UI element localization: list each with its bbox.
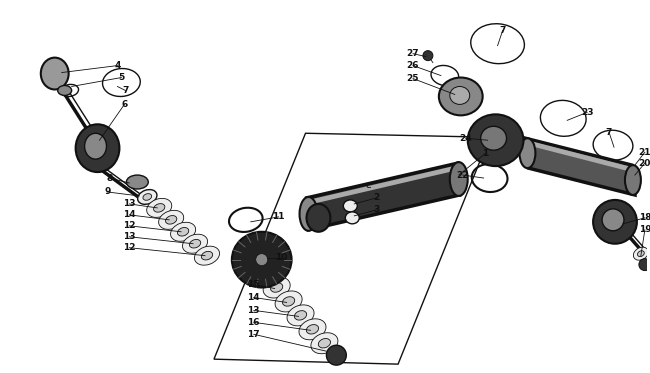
Ellipse shape [84, 133, 107, 159]
Text: 16: 16 [248, 318, 260, 327]
Ellipse shape [311, 333, 338, 354]
Text: 4: 4 [114, 61, 121, 70]
Text: 23: 23 [581, 108, 593, 117]
Ellipse shape [480, 126, 506, 150]
Text: 21: 21 [638, 148, 650, 157]
Text: 13: 13 [123, 232, 136, 241]
Text: 7: 7 [499, 26, 506, 35]
Text: 13: 13 [248, 306, 260, 315]
Polygon shape [525, 138, 635, 195]
Ellipse shape [166, 216, 177, 224]
Text: 24: 24 [460, 134, 472, 143]
Ellipse shape [232, 232, 292, 288]
Text: 12: 12 [123, 221, 136, 230]
Ellipse shape [183, 234, 207, 253]
Ellipse shape [275, 291, 302, 312]
Text: 10: 10 [276, 253, 288, 262]
Ellipse shape [58, 85, 72, 95]
Ellipse shape [307, 204, 330, 232]
Text: 22: 22 [456, 170, 469, 179]
Text: 7: 7 [606, 128, 612, 137]
Ellipse shape [255, 254, 268, 266]
Ellipse shape [593, 200, 637, 244]
Ellipse shape [306, 325, 318, 334]
Ellipse shape [263, 277, 290, 298]
Polygon shape [527, 140, 632, 172]
Text: 15: 15 [248, 280, 260, 289]
Text: 3: 3 [373, 206, 380, 214]
Ellipse shape [318, 339, 330, 348]
Ellipse shape [300, 197, 317, 231]
Text: 6: 6 [122, 100, 127, 109]
Ellipse shape [345, 212, 359, 224]
Ellipse shape [519, 138, 536, 168]
Ellipse shape [177, 228, 188, 236]
Ellipse shape [159, 210, 184, 229]
Ellipse shape [126, 175, 148, 189]
Ellipse shape [423, 51, 433, 61]
Ellipse shape [270, 283, 283, 292]
Text: 12: 12 [123, 243, 136, 252]
Ellipse shape [189, 239, 201, 248]
Ellipse shape [633, 247, 649, 260]
Ellipse shape [194, 246, 220, 265]
Ellipse shape [153, 204, 165, 212]
Ellipse shape [287, 305, 314, 326]
Ellipse shape [75, 124, 120, 172]
Ellipse shape [343, 200, 358, 212]
Ellipse shape [638, 251, 644, 257]
Text: 13: 13 [123, 200, 136, 209]
Text: 2: 2 [373, 194, 380, 203]
Ellipse shape [138, 189, 157, 204]
Ellipse shape [326, 345, 346, 365]
Text: 1: 1 [482, 149, 489, 158]
Text: 8: 8 [107, 173, 112, 182]
Text: 11: 11 [272, 212, 285, 221]
Ellipse shape [439, 78, 483, 115]
Text: 17: 17 [248, 330, 260, 339]
Ellipse shape [294, 311, 307, 320]
Text: 20: 20 [639, 159, 650, 167]
Text: 25: 25 [407, 74, 419, 83]
Polygon shape [309, 165, 458, 205]
Ellipse shape [450, 87, 470, 104]
Text: 14: 14 [248, 293, 260, 302]
Ellipse shape [468, 115, 523, 166]
Text: 9: 9 [104, 188, 110, 197]
Ellipse shape [602, 209, 624, 231]
Polygon shape [307, 163, 460, 230]
Ellipse shape [41, 57, 69, 90]
Ellipse shape [170, 222, 196, 241]
Text: c: c [365, 180, 371, 190]
Ellipse shape [283, 297, 294, 306]
Ellipse shape [143, 194, 151, 200]
Text: 27: 27 [407, 49, 419, 58]
Text: 5: 5 [118, 73, 125, 82]
Ellipse shape [202, 251, 213, 260]
Text: 14: 14 [123, 210, 136, 219]
Ellipse shape [625, 165, 641, 195]
Text: 7: 7 [122, 86, 129, 95]
Text: 19: 19 [638, 225, 650, 234]
Ellipse shape [639, 258, 650, 270]
Text: 18: 18 [638, 213, 650, 222]
Text: 26: 26 [407, 61, 419, 70]
Ellipse shape [450, 162, 468, 196]
Ellipse shape [299, 319, 326, 340]
Ellipse shape [147, 198, 172, 217]
